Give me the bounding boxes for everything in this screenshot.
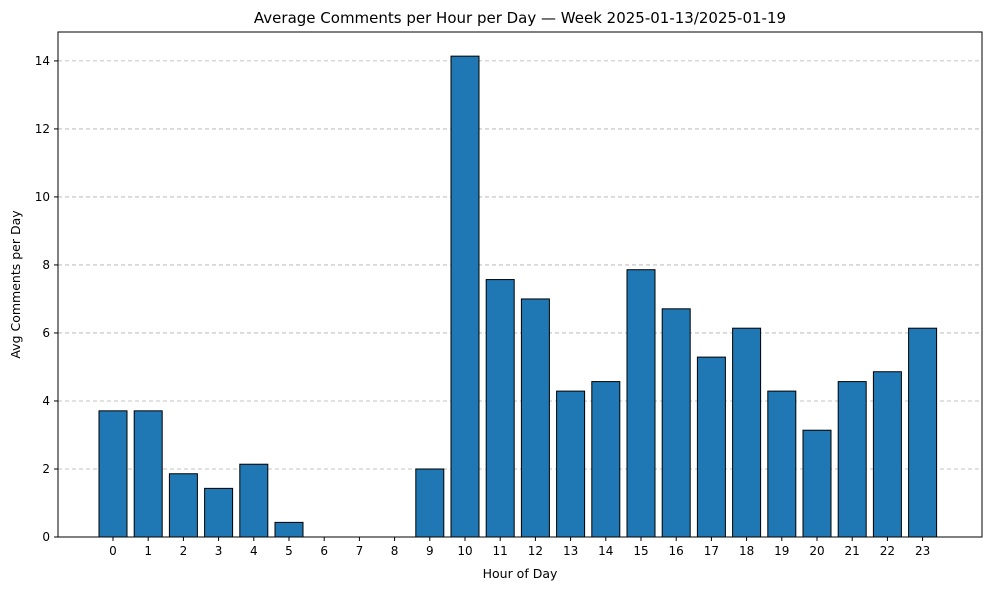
y-axis-ticks: 0 2 4 6 8 10 12 14 <box>35 54 58 544</box>
bar <box>274 521 304 538</box>
x-tick-label: 15 <box>633 544 648 558</box>
y-tick-label: 0 <box>42 530 50 544</box>
x-tick-label: 13 <box>563 544 578 558</box>
y-axis-label: Avg Comments per Day <box>8 210 23 359</box>
x-tick-label: 6 <box>320 544 328 558</box>
bar <box>732 327 762 538</box>
x-tick-label: 19 <box>774 544 789 558</box>
bar <box>626 269 656 538</box>
bar <box>415 468 445 538</box>
bar <box>485 279 515 538</box>
bar <box>767 390 797 538</box>
bar <box>133 410 163 538</box>
x-tick-label: 1 <box>144 544 152 558</box>
x-axis-label: Hour of Day <box>483 566 558 581</box>
x-tick-label: 9 <box>426 544 434 558</box>
x-tick-label: 23 <box>915 544 930 558</box>
bar <box>168 473 198 538</box>
plot-frame <box>57 31 983 538</box>
x-tick-label: 22 <box>880 544 895 558</box>
x-tick-label: 4 <box>250 544 258 558</box>
x-tick-label: 7 <box>356 544 364 558</box>
x-tick-label: 20 <box>809 544 824 558</box>
x-tick-label: 10 <box>457 544 472 558</box>
y-tick-label: 2 <box>42 462 50 476</box>
bar <box>696 356 726 538</box>
y-tick-label: 12 <box>35 122 50 136</box>
y-tick-label: 4 <box>42 394 50 408</box>
x-tick-label: 14 <box>598 544 613 558</box>
x-axis-ticks: 0 1 2 3 4 5 6 7 8 9 10 11 12 13 14 15 16 17 18 19 20 21 22 23 <box>109 537 930 558</box>
gridlines <box>58 60 982 470</box>
x-tick-label: 12 <box>528 544 543 558</box>
y-tick-label: 14 <box>35 54 50 68</box>
bar <box>908 327 938 538</box>
bar <box>802 429 832 538</box>
x-tick-label: 5 <box>285 544 293 558</box>
x-tick-label: 18 <box>739 544 754 558</box>
x-tick-label: 21 <box>845 544 860 558</box>
bar <box>239 463 269 538</box>
bar <box>556 390 586 538</box>
bar <box>591 381 621 538</box>
x-tick-label: 3 <box>215 544 223 558</box>
bar <box>661 308 691 538</box>
bar <box>204 487 234 538</box>
bar <box>98 410 128 538</box>
x-tick-label: 17 <box>704 544 719 558</box>
bar <box>837 381 867 538</box>
bar <box>450 55 480 538</box>
y-tick-label: 8 <box>42 258 50 272</box>
x-tick-label: 16 <box>669 544 684 558</box>
y-tick-label: 10 <box>35 190 50 204</box>
bar <box>872 371 902 538</box>
x-tick-label: 0 <box>109 544 117 558</box>
y-tick-label: 6 <box>42 326 50 340</box>
x-tick-label: 11 <box>493 544 508 558</box>
x-tick-label: 8 <box>391 544 399 558</box>
bars <box>98 55 938 538</box>
chart-title: Average Comments per Hour per Day — Week… <box>254 9 786 27</box>
bar <box>520 298 550 538</box>
x-tick-label: 2 <box>180 544 188 558</box>
